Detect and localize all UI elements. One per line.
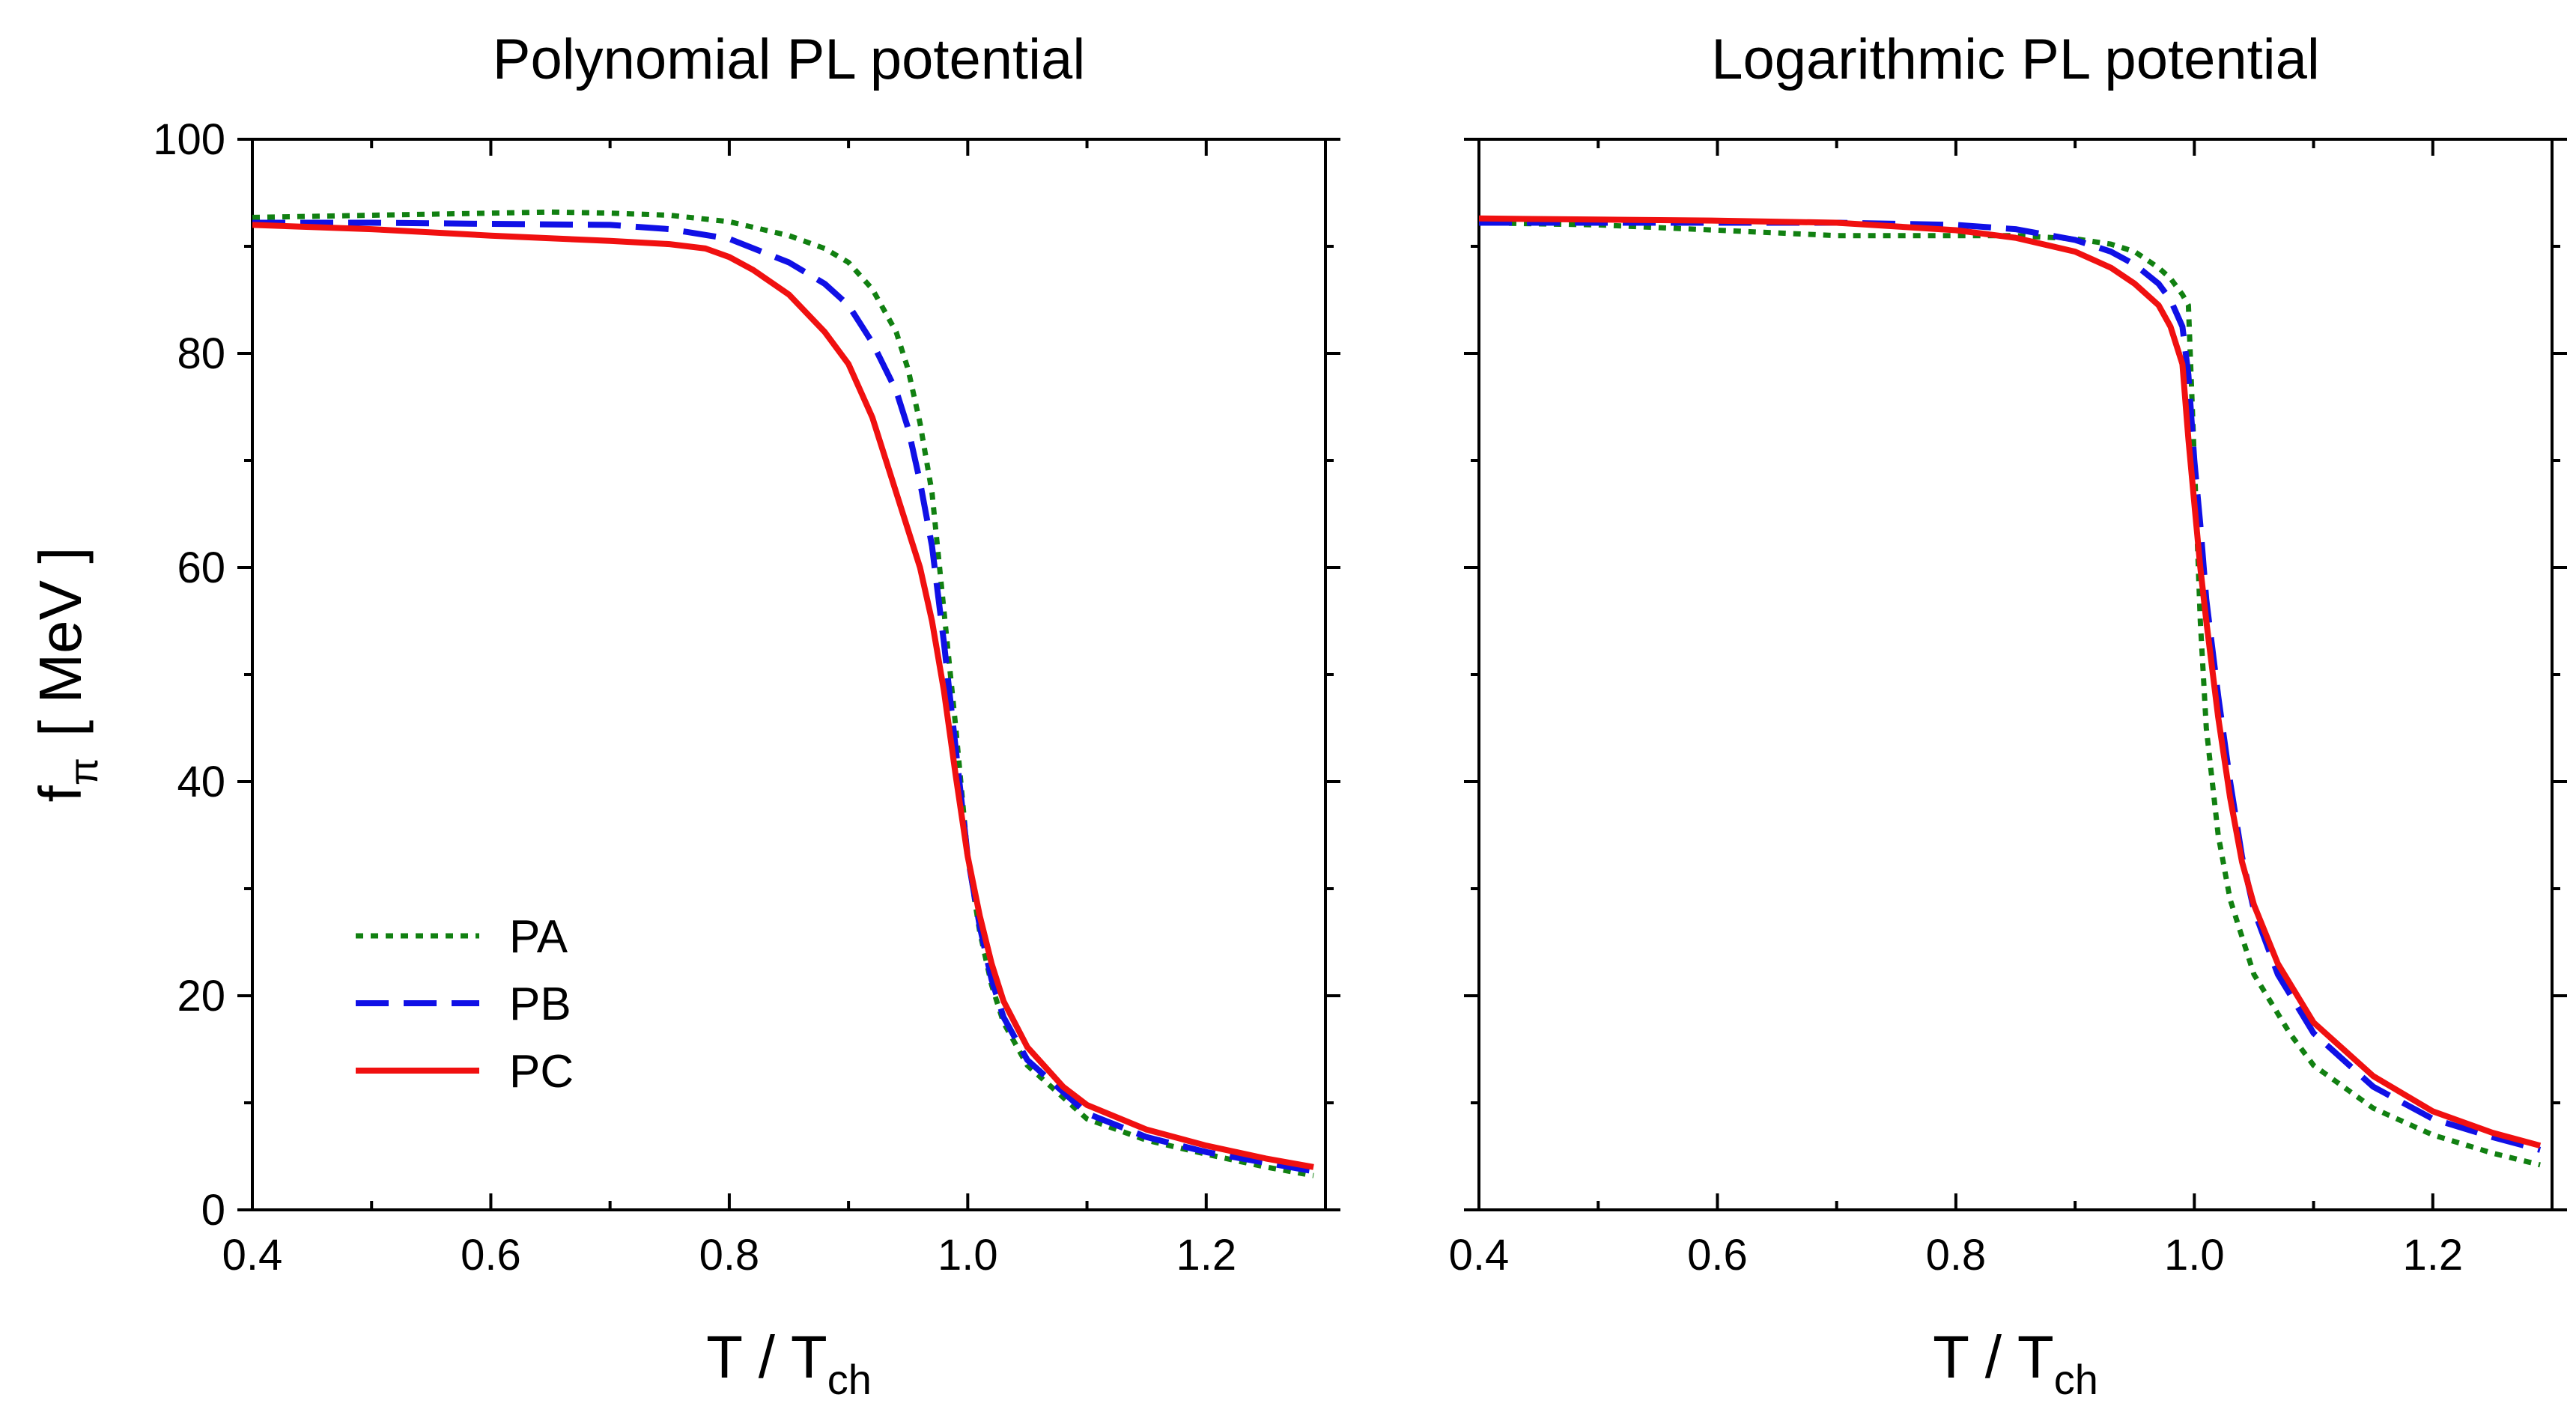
panel-2-series-pc xyxy=(1478,215,2542,1149)
panel-2-x-axis-label: T / Tch xyxy=(1933,1324,2098,1403)
panel-1-series-pc xyxy=(252,222,1314,1170)
panel-2: Logarithmic PL potential 0.4 0.6 0.8 1.0 1.2 T… xyxy=(1449,28,2567,1403)
panel-2-x-tick-label: 0.4 xyxy=(1449,1231,1510,1279)
panel-1-legend-label-pc: PC xyxy=(509,1046,574,1098)
panel-1-series-pb xyxy=(252,219,1314,1175)
panel-2-title: Logarithmic PL potential xyxy=(1711,28,2320,91)
panel-1-y-tick-label: 0 xyxy=(201,1186,225,1235)
panel-1-x-tick-label: 0.8 xyxy=(699,1231,760,1279)
panel-1-plot-frame xyxy=(251,138,1327,1211)
panel-1-x-tick-label: 0.6 xyxy=(461,1231,521,1279)
panel-1-legend-label-pa: PA xyxy=(509,911,568,963)
panel-2-x-tick-label: 0.6 xyxy=(1687,1231,1748,1279)
panel-1-legend-label-pb: PB xyxy=(509,979,571,1030)
panel-2-series-pa xyxy=(1478,220,2541,1168)
panel-2-x-axis-label-sub: ch xyxy=(2054,1356,2098,1403)
panel-1-y-tick-label: 100 xyxy=(153,115,225,164)
panel-1-x-tick-label: 1.2 xyxy=(1176,1231,1236,1279)
panel-1-y-tick-label: 80 xyxy=(177,329,225,378)
panel-1-y-axis-label: fπ [ MeV ] xyxy=(27,547,106,803)
panel-1-x-axis-label-main: T / T xyxy=(706,1324,827,1390)
panel-1-y-tick-label: 40 xyxy=(177,758,225,806)
panel-1-x-tick-label: 1.0 xyxy=(938,1231,998,1279)
panel-2-x-tick-label: 0.8 xyxy=(1926,1231,1987,1279)
panel-1-y-axis-label-sub: π xyxy=(61,758,106,785)
panel-1: Polynomial PL potential 0.4 0.6 0.8 1.0 1.2 0 2… xyxy=(27,28,1340,1403)
panel-2-x-axis-label-main: T / T xyxy=(1933,1324,2054,1390)
panel-1-x-tick-label: 0.4 xyxy=(222,1231,283,1279)
panel-1-title: Polynomial PL potential xyxy=(493,28,1085,91)
panel-1-y-tick-label: 20 xyxy=(177,972,225,1020)
panel-2-x-tick-label: 1.0 xyxy=(2164,1231,2225,1279)
panel-1-y-axis-label-unit: [ MeV ] xyxy=(27,547,94,737)
panel-1-x-axis-label-sub: ch xyxy=(827,1356,872,1403)
panel-1-y-axis-label-main: f xyxy=(27,785,94,802)
panel-2-series-pb xyxy=(1479,219,2542,1153)
panel-1-y-tick-label: 60 xyxy=(177,544,225,592)
panel-2-plot-frame xyxy=(1477,138,2554,1211)
panel-1-series-pa xyxy=(252,209,1314,1178)
panel-2-x-tick-label: 1.2 xyxy=(2402,1231,2463,1279)
panel-1-x-axis-label: T / Tch xyxy=(706,1324,872,1403)
